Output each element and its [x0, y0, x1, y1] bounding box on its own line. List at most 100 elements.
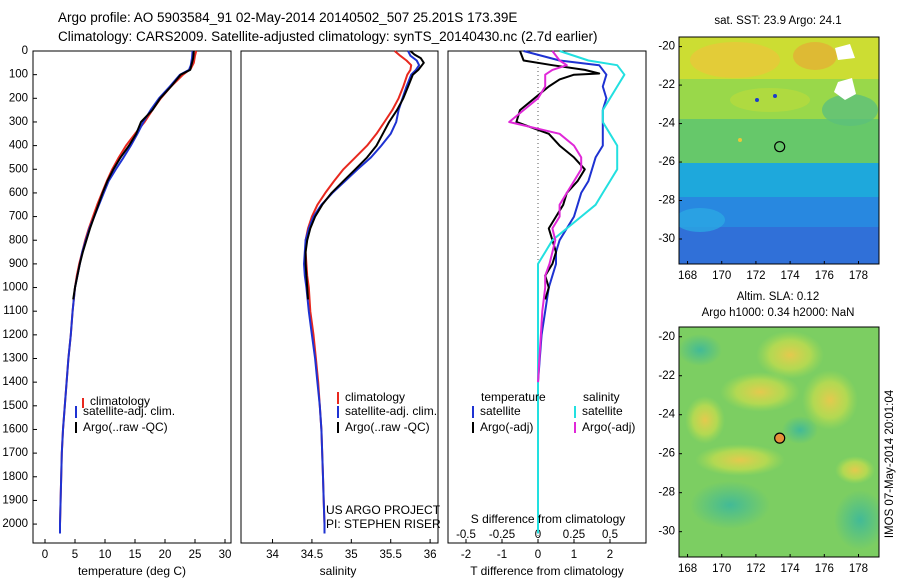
salinity-panel: 34 34.5 35 35.5 36 salinity climatology sate…: [240, 50, 441, 578]
map-x-tick-label: 176: [815, 563, 834, 575]
y-tick-label: 400: [9, 140, 28, 152]
temperature-panel: 0100200300400500600700800900100011001200…: [2, 45, 232, 578]
sst-map-panel: sat. SST: 23.9 Argo: 24.1 168 170 172 174 17…: [658, 15, 880, 282]
map-y-tick-label: -30: [658, 526, 675, 538]
y-tick-label: 200: [9, 92, 28, 104]
imos-timestamp: IMOS 07-May-2014 20:01:04: [884, 389, 896, 538]
map-y-tick-label: -26: [658, 448, 675, 460]
sst-map-axes: 168 170 172 174 176 178 -20 -22 -24 -26 -28 -30: [658, 41, 868, 282]
map-y-tick-label: -28: [658, 487, 675, 499]
y-tick-label: 1100: [3, 305, 28, 317]
x2-tick-label: 0.25: [563, 529, 585, 541]
series-line-argo-raw-qc-: [304, 50, 425, 300]
map-x-tick-label: 178: [849, 270, 868, 282]
salinity-x-axis: 34 34.5 35 35.5 36: [266, 539, 437, 561]
legend-t-satellite-label: satellite: [480, 404, 521, 418]
x-tick-label: 0: [535, 549, 541, 561]
x-tick-label: 2: [607, 549, 613, 561]
legend-t-argo-label: Argo(-adj): [480, 420, 533, 434]
y-tick-label: 700: [9, 211, 28, 223]
map-y-tick-label: -24: [658, 118, 675, 130]
sla-argo-marker: [774, 432, 786, 444]
series-line-argo-adj-: [515, 50, 601, 300]
x-tick-label: 20: [159, 549, 172, 561]
map-y-tick-label: -20: [658, 41, 675, 53]
x-tick-label: 30: [219, 549, 232, 561]
x-tick-label: 1: [571, 549, 577, 561]
y-tick-label: 1500: [2, 400, 28, 412]
argo-position-marker: [774, 432, 786, 444]
temperature-axes-box: [32, 50, 232, 544]
x-tick-label: 35.5: [380, 549, 402, 561]
x-tick-label: 5: [72, 549, 78, 561]
salinity-lines: [303, 50, 425, 534]
map-x-tick-label: 178: [849, 563, 868, 575]
argo-position-marker: [774, 141, 786, 153]
legend-argo-label: Argo(..raw -QC): [83, 420, 168, 434]
sla-map-frame: [678, 326, 880, 558]
legend-climatology-label: climatology: [90, 394, 150, 408]
x-tick-label: 0: [42, 549, 48, 561]
x-tick-label: 25: [189, 549, 202, 561]
sla-map-title: Altim. SLA: 0.12: [737, 291, 819, 303]
y-tick-label: 1800: [2, 471, 28, 483]
y-tick-label: 2000: [2, 518, 28, 530]
x-tick-label: 34: [266, 549, 279, 561]
salinity-difference-axis: -0.5 -0.25 0 0.25 0.5: [456, 529, 618, 541]
map-y-tick-label: -22: [658, 79, 675, 91]
map-x-tick-label: 174: [781, 563, 801, 575]
map-x-tick-label: 168: [678, 270, 697, 282]
map-y-tick-label: -28: [658, 195, 675, 207]
salinity-legend: climatology satellite-adj. clim. Argo(..…: [337, 390, 437, 434]
y-tick-label: 1300: [2, 353, 28, 365]
x-tick-label: 36: [424, 549, 437, 561]
map-x-tick-label: 170: [712, 270, 731, 282]
y-tick-label: 100: [9, 69, 28, 81]
map-y-tick-label: -20: [658, 331, 675, 343]
series-line-satellite-adj-clim-: [303, 50, 421, 534]
y-tick-label: 300: [9, 116, 28, 128]
map-x-tick-label: 176: [815, 270, 834, 282]
y-tick-label: 900: [9, 258, 28, 270]
series-line-argo-raw-qc-: [72, 50, 195, 300]
x-tick-label: -1: [497, 549, 507, 561]
temperature-x-label: temperature (deg C): [78, 564, 186, 578]
sla-map-panel: Altim. SLA: 0.12 Argo h1000: 0.34 h2000:…: [658, 291, 880, 575]
project-credit-line-1: US ARGO PROJECT: [326, 503, 441, 517]
map-y-tick-label: -26: [658, 156, 675, 168]
y-tick-label: 1400: [2, 376, 28, 388]
figure-title-line-2: Climatology: CARS2009. Satellite-adjuste…: [58, 29, 598, 44]
x-tick-label: 15: [129, 549, 142, 561]
sst-map-title: sat. SST: 23.9 Argo: 24.1: [714, 15, 841, 27]
legend-climatology-label: climatology: [345, 390, 405, 404]
sla-map-axes: 168 170 172 174 176 178 -20 -22 -24 -26 -28 -30: [658, 331, 868, 575]
y-tick-label: 800: [9, 234, 28, 246]
legend-temperature-header: temperature: [481, 390, 546, 404]
salinity-axes-box: [240, 50, 439, 544]
map-y-tick-label: -30: [658, 233, 675, 245]
figure-title-line-1: Argo profile: AO 5903584_91 02-May-2014 …: [58, 10, 518, 25]
legend-argo-label: Argo(..raw -QC): [345, 420, 430, 434]
difference-panel: -2 -1 0 1 2 -0.5 -0.25 0 0.25 0.5 T difference f…: [447, 50, 647, 578]
series-line-satellite: [537, 50, 626, 534]
temperature-legend: climatology satellite-adj. clim. Argo(..…: [75, 394, 175, 434]
map-x-tick-label: 168: [678, 563, 697, 575]
y-tick-label: 1000: [2, 282, 28, 294]
x-tick-label: -2: [461, 549, 471, 561]
x2-tick-label: 0: [535, 529, 541, 541]
s-difference-x-label: S difference from climatology: [471, 512, 626, 526]
legend-satellite-label: satellite-adj. clim.: [83, 404, 175, 418]
project-credit-line-2: PI: STEPHEN RISER: [326, 517, 441, 531]
y-tick-label: 1200: [2, 329, 28, 341]
map-x-tick-label: 170: [712, 563, 731, 575]
y-tick-label: 1900: [2, 494, 28, 506]
x-tick-label: 34.5: [301, 549, 323, 561]
y-tick-label: 500: [9, 163, 28, 175]
temperature-y-axis: 0 100 200 300 400 500 600 700 800 900 1000 1100 1200…: [2, 45, 37, 530]
legend-s-argo-label: Argo(-adj): [582, 420, 635, 434]
x2-tick-label: -0.5: [456, 529, 476, 541]
x2-tick-label: 0.5: [602, 529, 618, 541]
map-x-tick-label: 172: [746, 270, 765, 282]
sla-map-subtitle: Argo h1000: 0.34 h2000: NaN: [702, 307, 855, 319]
